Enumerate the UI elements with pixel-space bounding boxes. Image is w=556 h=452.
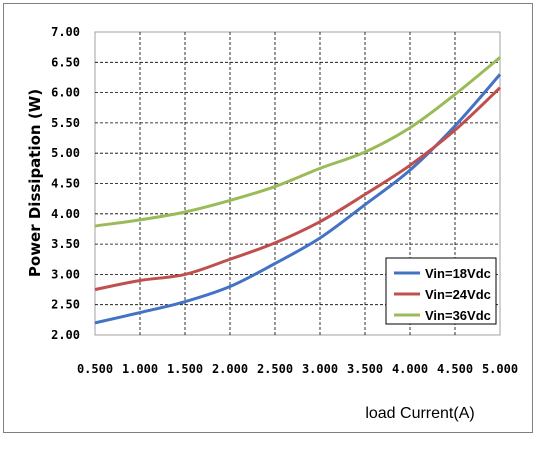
y-axis-ticks: 2.00 2.50 3.00 3.50 4.00 4.50 5.00 5.50 6.00 6.50…	[51, 25, 80, 342]
y-tick-label: 3.00	[51, 267, 80, 281]
x-tick-label: 1.000	[122, 362, 158, 376]
x-tick-label: 4.000	[392, 362, 428, 376]
legend-label: Vin=24Vdc	[425, 287, 491, 302]
y-tick-label: 6.50	[51, 55, 80, 69]
y-tick-label: 4.00	[51, 207, 80, 221]
x-axis-title: load Current(A)	[365, 405, 474, 422]
x-tick-label: 2.000	[212, 362, 248, 376]
x-tick-label: 5.000	[482, 362, 518, 376]
y-tick-label: 2.00	[51, 328, 80, 342]
x-tick-label: 3.500	[347, 362, 383, 376]
y-tick-label: 4.50	[51, 177, 80, 191]
legend-box	[385, 257, 497, 325]
x-tick-label: 2.500	[257, 362, 293, 376]
y-tick-label: 2.50	[51, 298, 80, 312]
series-line-vin-36vdc	[94, 56, 501, 228]
legend-label: Vin=36Vdc	[425, 308, 491, 323]
x-tick-label: 0.500	[77, 362, 113, 376]
x-tick-label: 4.500	[437, 362, 473, 376]
series-line-vin-24vdc	[94, 86, 502, 292]
y-tick-label: 6.00	[51, 86, 80, 100]
y-tick-label: 5.50	[51, 116, 80, 130]
series-lines	[94, 56, 502, 325]
y-tick-label: 7.00	[51, 25, 80, 39]
y-tick-label: 5.00	[51, 146, 80, 160]
x-axis-ticks: 0.500 1.000 1.500 2.000 2.500 3.000 3.500 4.000…	[77, 362, 518, 376]
legend: Vin=18Vdc Vin=24Vdc Vin=36Vdc	[385, 257, 497, 325]
x-tick-label: 1.500	[167, 362, 203, 376]
y-tick-label: 3.50	[51, 237, 80, 251]
legend-label: Vin=18Vdc	[425, 266, 491, 281]
x-tick-label: 3.000	[302, 362, 338, 376]
y-axis-title: Power Dissipation (W)	[26, 89, 44, 277]
